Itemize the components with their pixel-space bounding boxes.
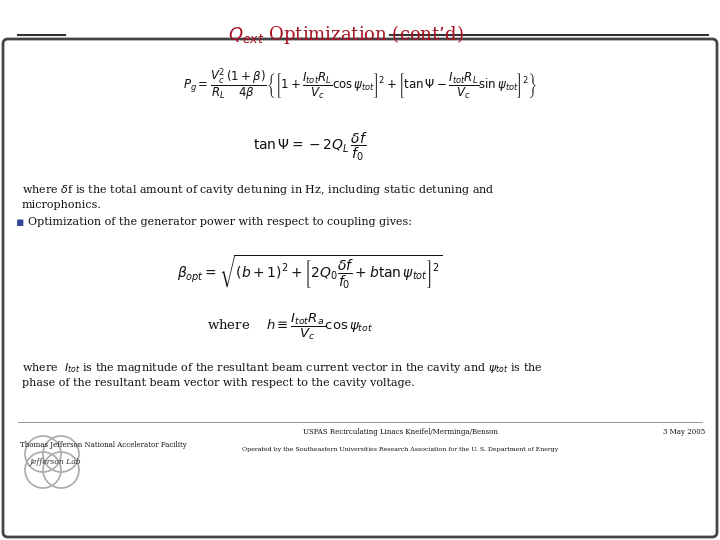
Text: Thomas Jefferson National Accelerator Facility: Thomas Jefferson National Accelerator Fa… [20,441,186,449]
Text: where  $I_{tot}$ is the magnitude of the resultant beam current vector in the ca: where $I_{tot}$ is the magnitude of the … [22,361,543,375]
Text: where $\delta$f is the total amount of cavity detuning in Hz, including static d: where $\delta$f is the total amount of c… [22,183,495,197]
Text: ▪: ▪ [16,215,24,228]
Text: USPAS Recirculating Linacs Kneifel/Merminga/Benson: USPAS Recirculating Linacs Kneifel/Mermi… [302,428,498,436]
Text: 3 May 2005: 3 May 2005 [662,428,705,436]
Text: Jefferson Lab: Jefferson Lab [30,458,81,466]
Text: $Q_{ext}$ Optimization (cont’d): $Q_{ext}$ Optimization (cont’d) [228,24,464,46]
Text: Optimization of the generator power with respect to coupling gives:: Optimization of the generator power with… [28,217,412,227]
Text: phase of the resultant beam vector with respect to the cavity voltage.: phase of the resultant beam vector with … [22,378,415,388]
Text: Operated by the Southeastern Universities Research Association for the U. S. Dep: Operated by the Southeastern Universitie… [242,448,558,453]
Text: $\tan\Psi = -2Q_L \, \dfrac{\delta f}{f_0}$: $\tan\Psi = -2Q_L \, \dfrac{\delta f}{f_… [253,131,367,164]
Text: where $\quad h \equiv \dfrac{I_{tot}R_a}{V_c} \cos\psi_{tot}$: where $\quad h \equiv \dfrac{I_{tot}R_a}… [207,312,373,342]
Text: $\beta_{opt} = \sqrt{(b+1)^2 + \left[ 2Q_0 \dfrac{\delta f}{f_0} + b\tan\psi_{to: $\beta_{opt} = \sqrt{(b+1)^2 + \left[ 2Q… [177,253,443,291]
FancyBboxPatch shape [3,39,717,537]
Text: $P_g = \dfrac{V_c^2}{R_L} \dfrac{(1+\beta)}{4\beta} \left\{ \left[ 1 + \dfrac{I_: $P_g = \dfrac{V_c^2}{R_L} \dfrac{(1+\bet… [183,66,537,102]
Text: microphonics.: microphonics. [22,200,102,210]
